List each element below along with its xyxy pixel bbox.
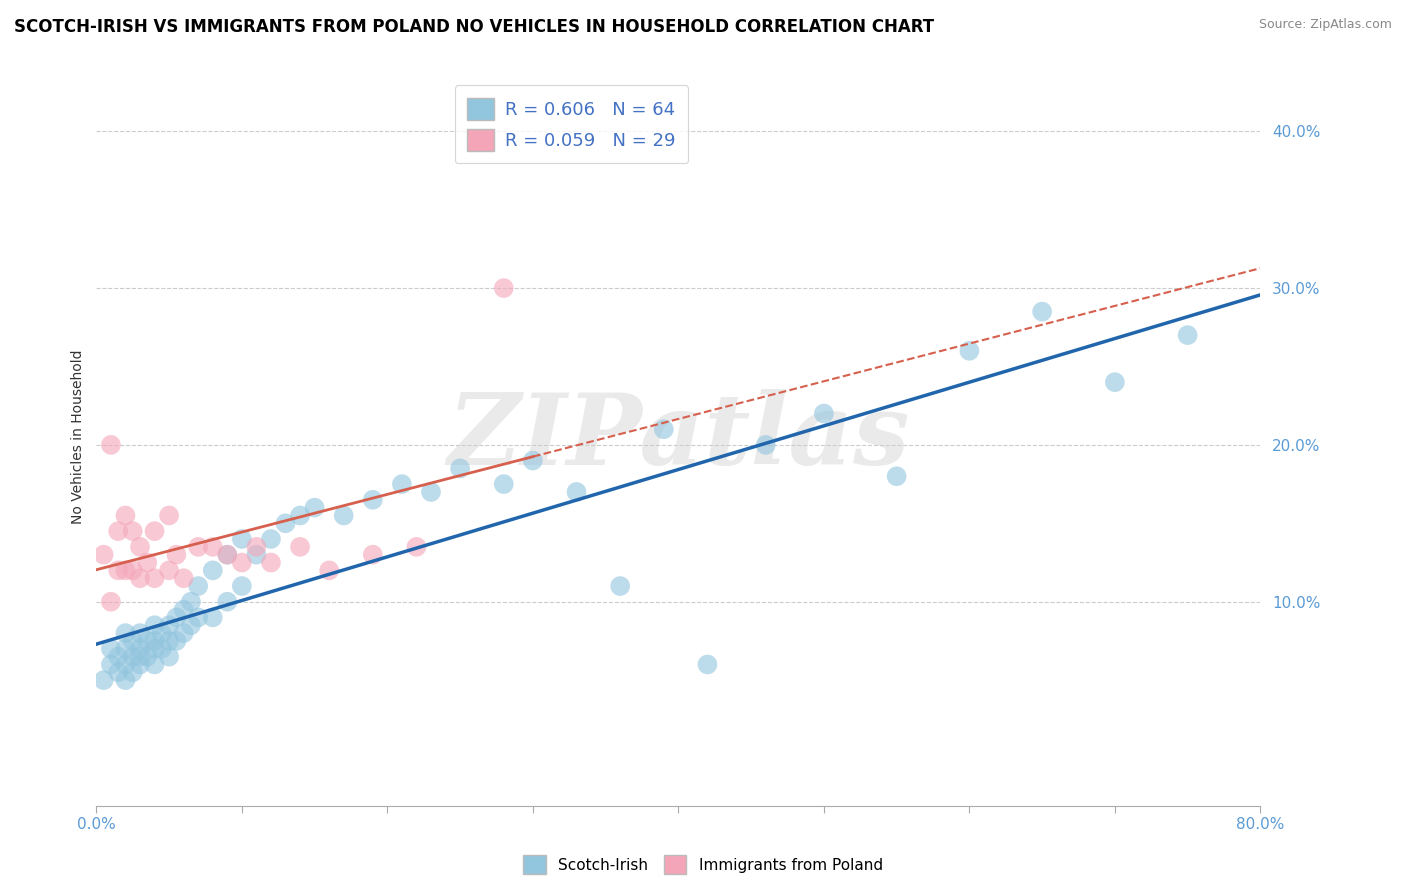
Point bbox=[165, 610, 187, 624]
Point bbox=[420, 485, 443, 500]
Point bbox=[143, 641, 166, 656]
Point bbox=[114, 563, 136, 577]
Point bbox=[150, 641, 173, 656]
Point bbox=[274, 516, 297, 531]
Point bbox=[245, 548, 267, 562]
Point bbox=[107, 563, 129, 577]
Point bbox=[114, 641, 136, 656]
Text: Source: ZipAtlas.com: Source: ZipAtlas.com bbox=[1258, 18, 1392, 31]
Point bbox=[492, 477, 515, 491]
Point bbox=[165, 634, 187, 648]
Point bbox=[136, 634, 159, 648]
Point bbox=[143, 571, 166, 585]
Point bbox=[318, 563, 340, 577]
Point bbox=[100, 438, 122, 452]
Point bbox=[157, 649, 180, 664]
Point bbox=[121, 634, 143, 648]
Point bbox=[405, 540, 427, 554]
Point bbox=[391, 477, 413, 491]
Point bbox=[187, 579, 209, 593]
Point bbox=[143, 657, 166, 672]
Text: ZIPatlas: ZIPatlas bbox=[447, 389, 910, 485]
Point bbox=[231, 556, 253, 570]
Point bbox=[288, 540, 311, 554]
Y-axis label: No Vehicles in Household: No Vehicles in Household bbox=[72, 350, 86, 524]
Point bbox=[245, 540, 267, 554]
Point bbox=[260, 556, 283, 570]
Point bbox=[565, 485, 588, 500]
Point bbox=[361, 548, 384, 562]
Point bbox=[492, 281, 515, 295]
Point bbox=[136, 649, 159, 664]
Point bbox=[217, 548, 239, 562]
Text: SCOTCH-IRISH VS IMMIGRANTS FROM POLAND NO VEHICLES IN HOUSEHOLD CORRELATION CHAR: SCOTCH-IRISH VS IMMIGRANTS FROM POLAND N… bbox=[14, 18, 934, 36]
Point bbox=[129, 657, 152, 672]
Point bbox=[696, 657, 718, 672]
Point bbox=[107, 649, 129, 664]
Point bbox=[121, 665, 143, 680]
Point bbox=[136, 556, 159, 570]
Point bbox=[100, 641, 122, 656]
Point bbox=[332, 508, 354, 523]
Point bbox=[187, 610, 209, 624]
Point bbox=[217, 548, 239, 562]
Point bbox=[129, 649, 152, 664]
Point bbox=[180, 595, 202, 609]
Point bbox=[886, 469, 908, 483]
Point bbox=[1104, 375, 1126, 389]
Point bbox=[157, 563, 180, 577]
Point bbox=[288, 508, 311, 523]
Point bbox=[121, 563, 143, 577]
Point bbox=[114, 657, 136, 672]
Point bbox=[201, 610, 224, 624]
Point bbox=[129, 571, 152, 585]
Point bbox=[121, 649, 143, 664]
Point bbox=[129, 641, 152, 656]
Point bbox=[157, 508, 180, 523]
Point bbox=[129, 540, 152, 554]
Point bbox=[813, 407, 835, 421]
Point bbox=[100, 595, 122, 609]
Point bbox=[143, 524, 166, 538]
Point bbox=[93, 548, 115, 562]
Point bbox=[201, 540, 224, 554]
Point bbox=[1177, 328, 1199, 343]
Point bbox=[114, 508, 136, 523]
Point bbox=[231, 532, 253, 546]
Point bbox=[165, 548, 187, 562]
Point bbox=[121, 524, 143, 538]
Legend: Scotch-Irish, Immigrants from Poland: Scotch-Irish, Immigrants from Poland bbox=[517, 849, 889, 880]
Point bbox=[755, 438, 778, 452]
Point bbox=[150, 626, 173, 640]
Point bbox=[129, 626, 152, 640]
Point bbox=[187, 540, 209, 554]
Point bbox=[173, 571, 195, 585]
Point bbox=[1031, 304, 1053, 318]
Point bbox=[157, 618, 180, 632]
Point bbox=[522, 453, 544, 467]
Point bbox=[304, 500, 326, 515]
Point bbox=[107, 524, 129, 538]
Point bbox=[143, 618, 166, 632]
Point bbox=[93, 673, 115, 687]
Point bbox=[180, 618, 202, 632]
Point bbox=[609, 579, 631, 593]
Point bbox=[260, 532, 283, 546]
Point bbox=[449, 461, 471, 475]
Point bbox=[361, 492, 384, 507]
Point bbox=[957, 343, 980, 358]
Legend: R = 0.606   N = 64, R = 0.059   N = 29: R = 0.606 N = 64, R = 0.059 N = 29 bbox=[454, 85, 689, 163]
Point bbox=[173, 602, 195, 616]
Point bbox=[114, 673, 136, 687]
Point bbox=[231, 579, 253, 593]
Point bbox=[217, 595, 239, 609]
Point bbox=[201, 563, 224, 577]
Point bbox=[143, 634, 166, 648]
Point bbox=[652, 422, 675, 436]
Point bbox=[173, 626, 195, 640]
Point bbox=[100, 657, 122, 672]
Point bbox=[107, 665, 129, 680]
Point bbox=[114, 626, 136, 640]
Point bbox=[157, 634, 180, 648]
